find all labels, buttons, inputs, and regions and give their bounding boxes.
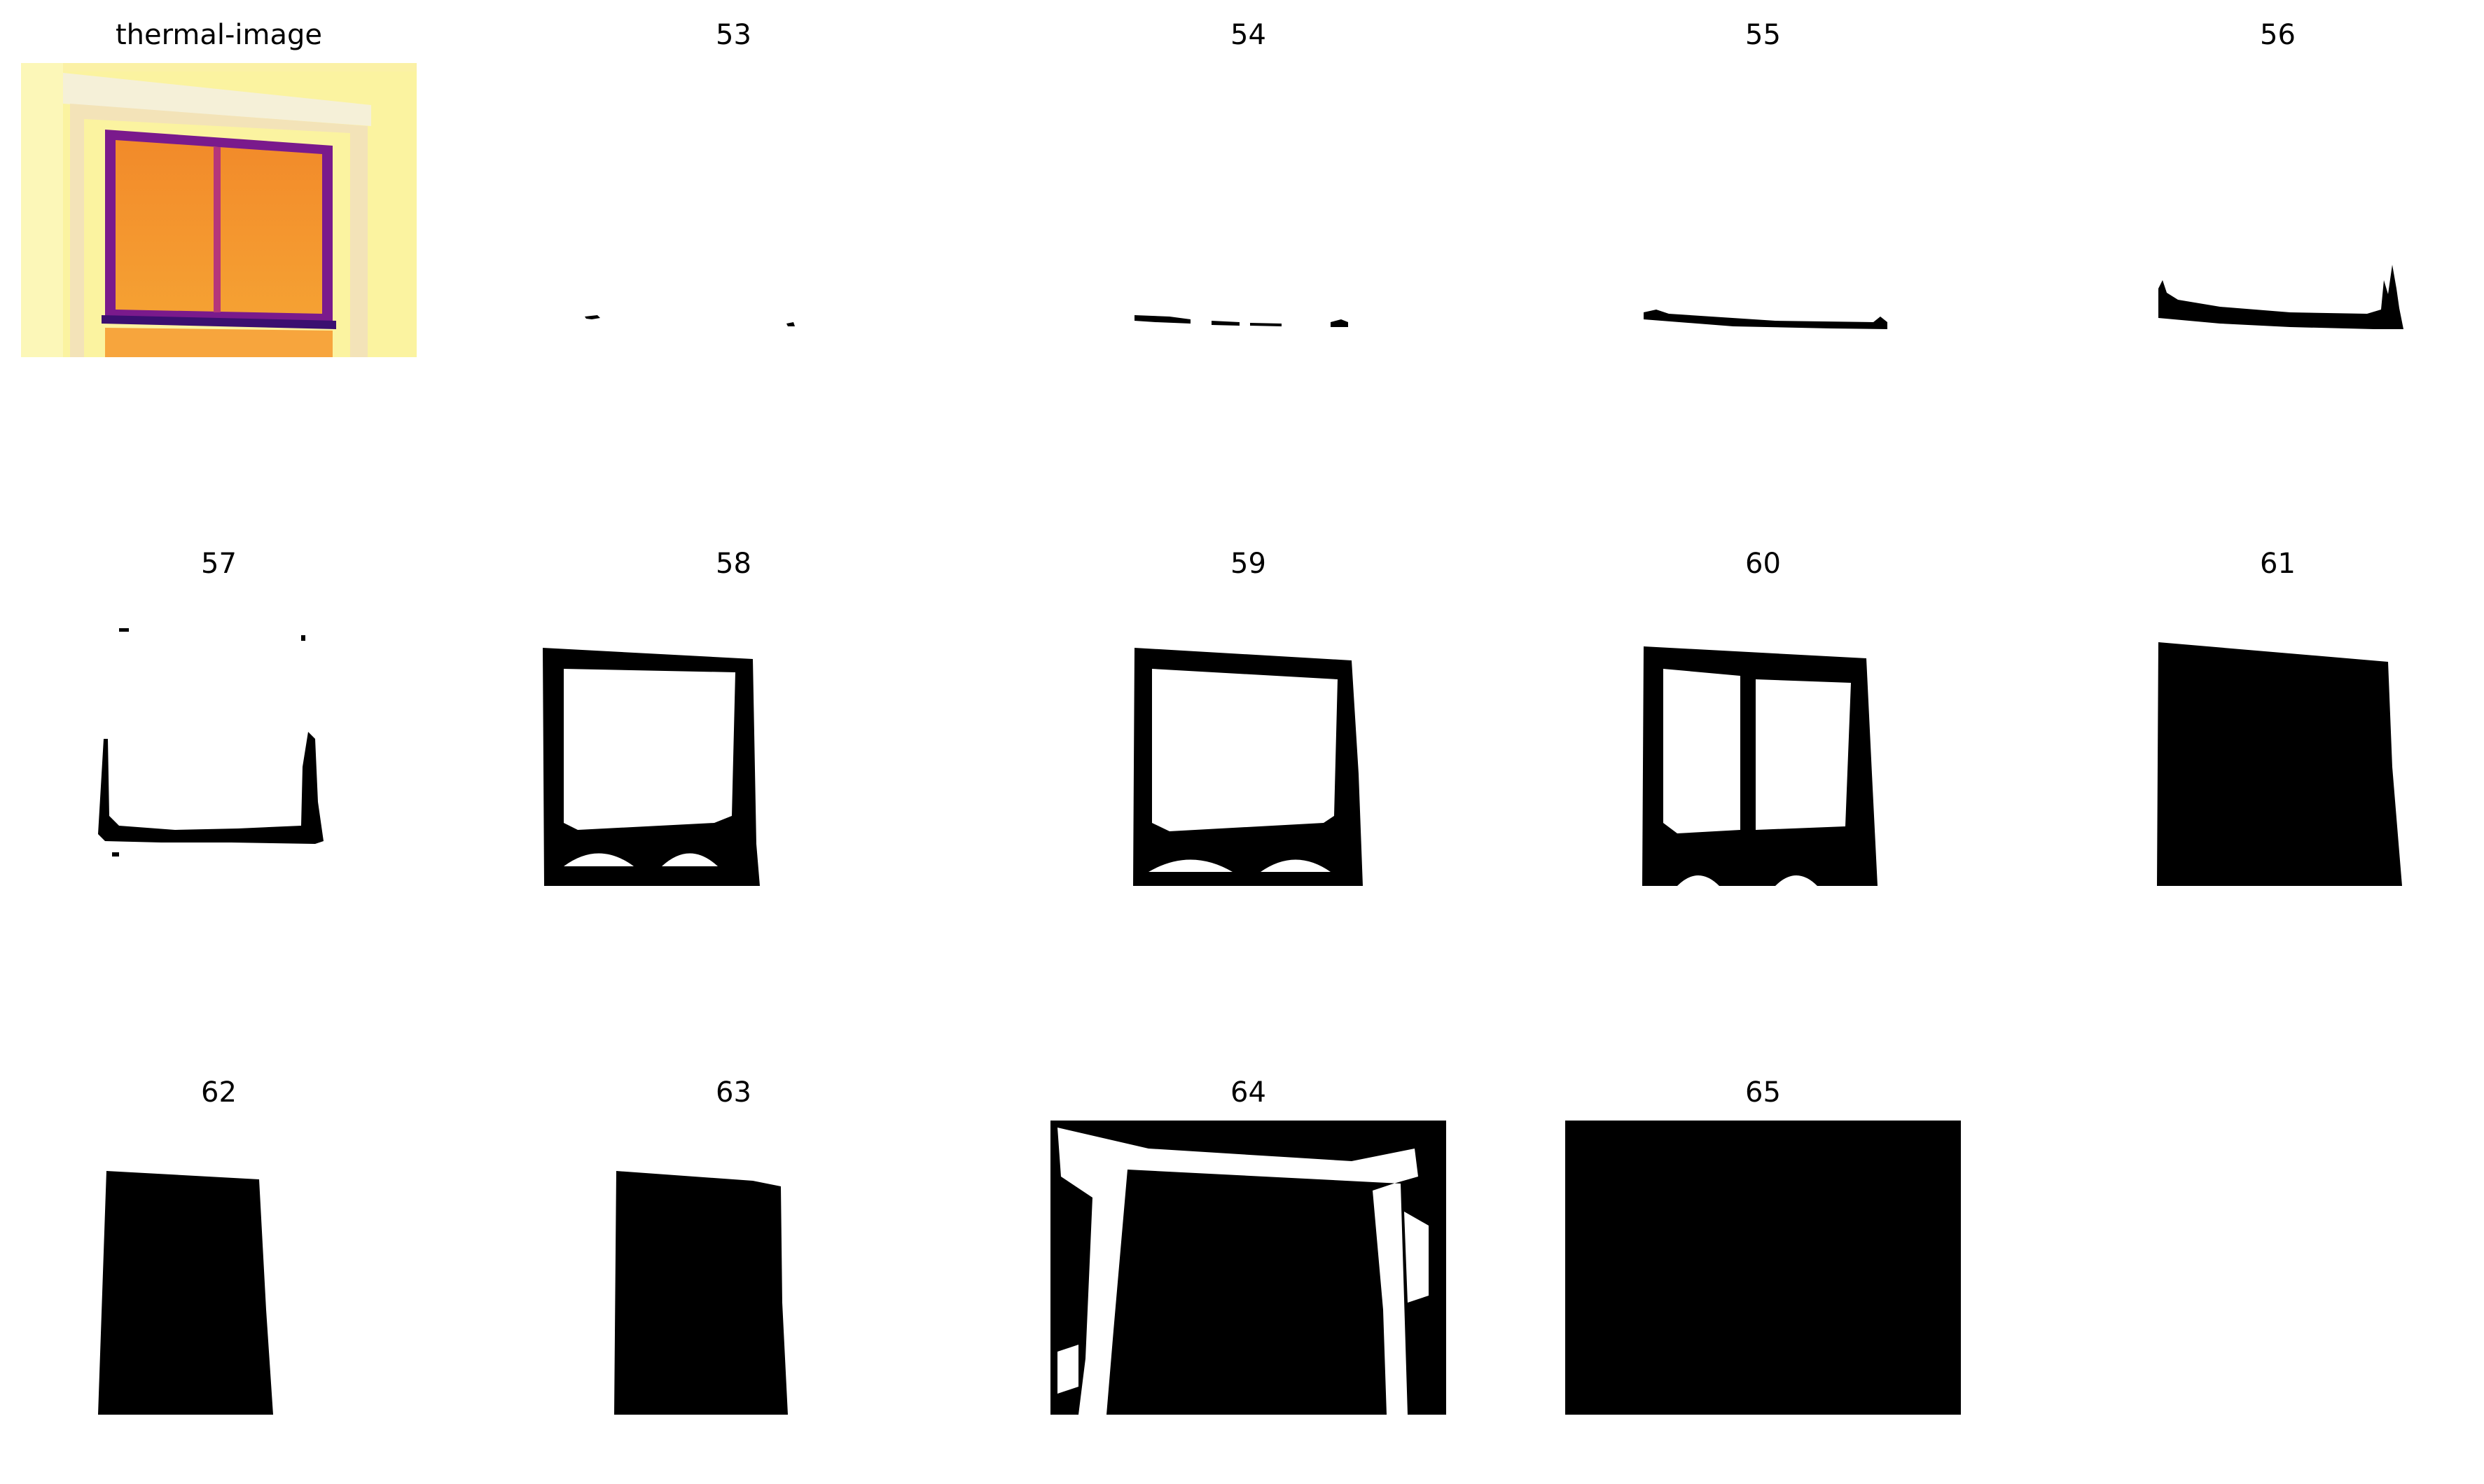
panel-title: 55: [1745, 19, 1781, 51]
mask-image: [2158, 265, 2403, 329]
panel-54: 54: [1050, 21, 1446, 357]
mask-white-region: [1057, 1345, 1078, 1394]
panel-title: 57: [201, 548, 237, 580]
mask-region: [2157, 642, 2402, 886]
thermal-mullion: [214, 147, 221, 312]
panel-title: 56: [2260, 19, 2296, 51]
panel-thermal-image: thermal-image: [21, 21, 417, 357]
thermal-top-wall: [63, 63, 417, 71]
mask-lower-hole: [1677, 875, 1817, 886]
panel-64: 64: [1050, 1079, 1446, 1415]
mask-blob: [786, 322, 795, 326]
mask-lower-hole: [1149, 859, 1331, 872]
mask-image: [1133, 648, 1363, 886]
mask-blob: [1135, 315, 1191, 324]
mask-image: [1644, 310, 1887, 329]
panel-title: 53: [716, 19, 751, 51]
mask-blob: [1644, 310, 1887, 329]
thermal-outer-frame: [70, 104, 368, 357]
mask-image: [1050, 1121, 1446, 1415]
panel-title: 61: [2260, 548, 2296, 580]
panel-title: 64: [1230, 1076, 1266, 1109]
mask-white-region: [1404, 1212, 1429, 1303]
panel-60: 60: [1565, 550, 1961, 886]
mask-frame: [543, 648, 760, 886]
panel-title: 65: [1745, 1076, 1781, 1109]
thermal-lintel: [63, 73, 371, 126]
panel-56: 56: [2080, 21, 2476, 357]
mask-speck: [301, 635, 305, 641]
mask-region: [98, 1171, 273, 1415]
panel-title: 54: [1230, 19, 1266, 51]
mask-inner-bar: [567, 670, 732, 679]
mask-image: [1135, 315, 1348, 327]
thermal-sill: [102, 315, 336, 329]
mask-blob: [585, 315, 600, 319]
mask-image: [1642, 646, 1878, 886]
mask-blob: [98, 732, 324, 844]
panel-title: 62: [201, 1076, 237, 1109]
panel-57: 57: [21, 550, 417, 886]
mask-blob: [1331, 319, 1348, 327]
panel-title: 58: [716, 548, 751, 580]
mask-blob: [1212, 321, 1240, 326]
mask-image: [98, 1171, 273, 1415]
mask-frame: [1133, 648, 1363, 886]
panel-55: 55: [1565, 21, 1961, 357]
panel-58: 58: [536, 550, 931, 886]
thermal-left-wall: [21, 63, 63, 357]
mask-image: [585, 315, 795, 326]
thermal-image: [21, 63, 417, 357]
mask-image: [2157, 642, 2402, 886]
panel-title: 60: [1745, 548, 1781, 580]
mask-speck: [112, 852, 119, 857]
mask-speck: [119, 628, 129, 632]
mask-region: [614, 1171, 788, 1415]
panel-61: 61: [2080, 550, 2476, 886]
panel-65: 65: [1565, 1079, 1961, 1415]
mask-image: [1565, 1121, 1961, 1415]
panel-59: 59: [1050, 550, 1446, 886]
panel-title: thermal-image: [116, 19, 322, 51]
thermal-lower-panel: [105, 328, 333, 357]
mask-lower-hole: [564, 853, 718, 866]
panel-62: 62: [21, 1079, 417, 1415]
panel-53: 53: [536, 21, 931, 357]
mask-image: [614, 1171, 788, 1415]
mask-blob: [1250, 323, 1282, 326]
panel-63: 63: [536, 1079, 931, 1415]
mask-region: [1565, 1121, 1961, 1415]
mask-white-region: [1057, 1128, 1418, 1415]
panel-title: 59: [1230, 548, 1266, 580]
mask-frame: [1642, 646, 1878, 886]
mask-image: [98, 628, 324, 857]
mask-blob: [2158, 265, 2403, 329]
mask-image: [543, 648, 760, 886]
panel-title: 63: [716, 1076, 751, 1109]
